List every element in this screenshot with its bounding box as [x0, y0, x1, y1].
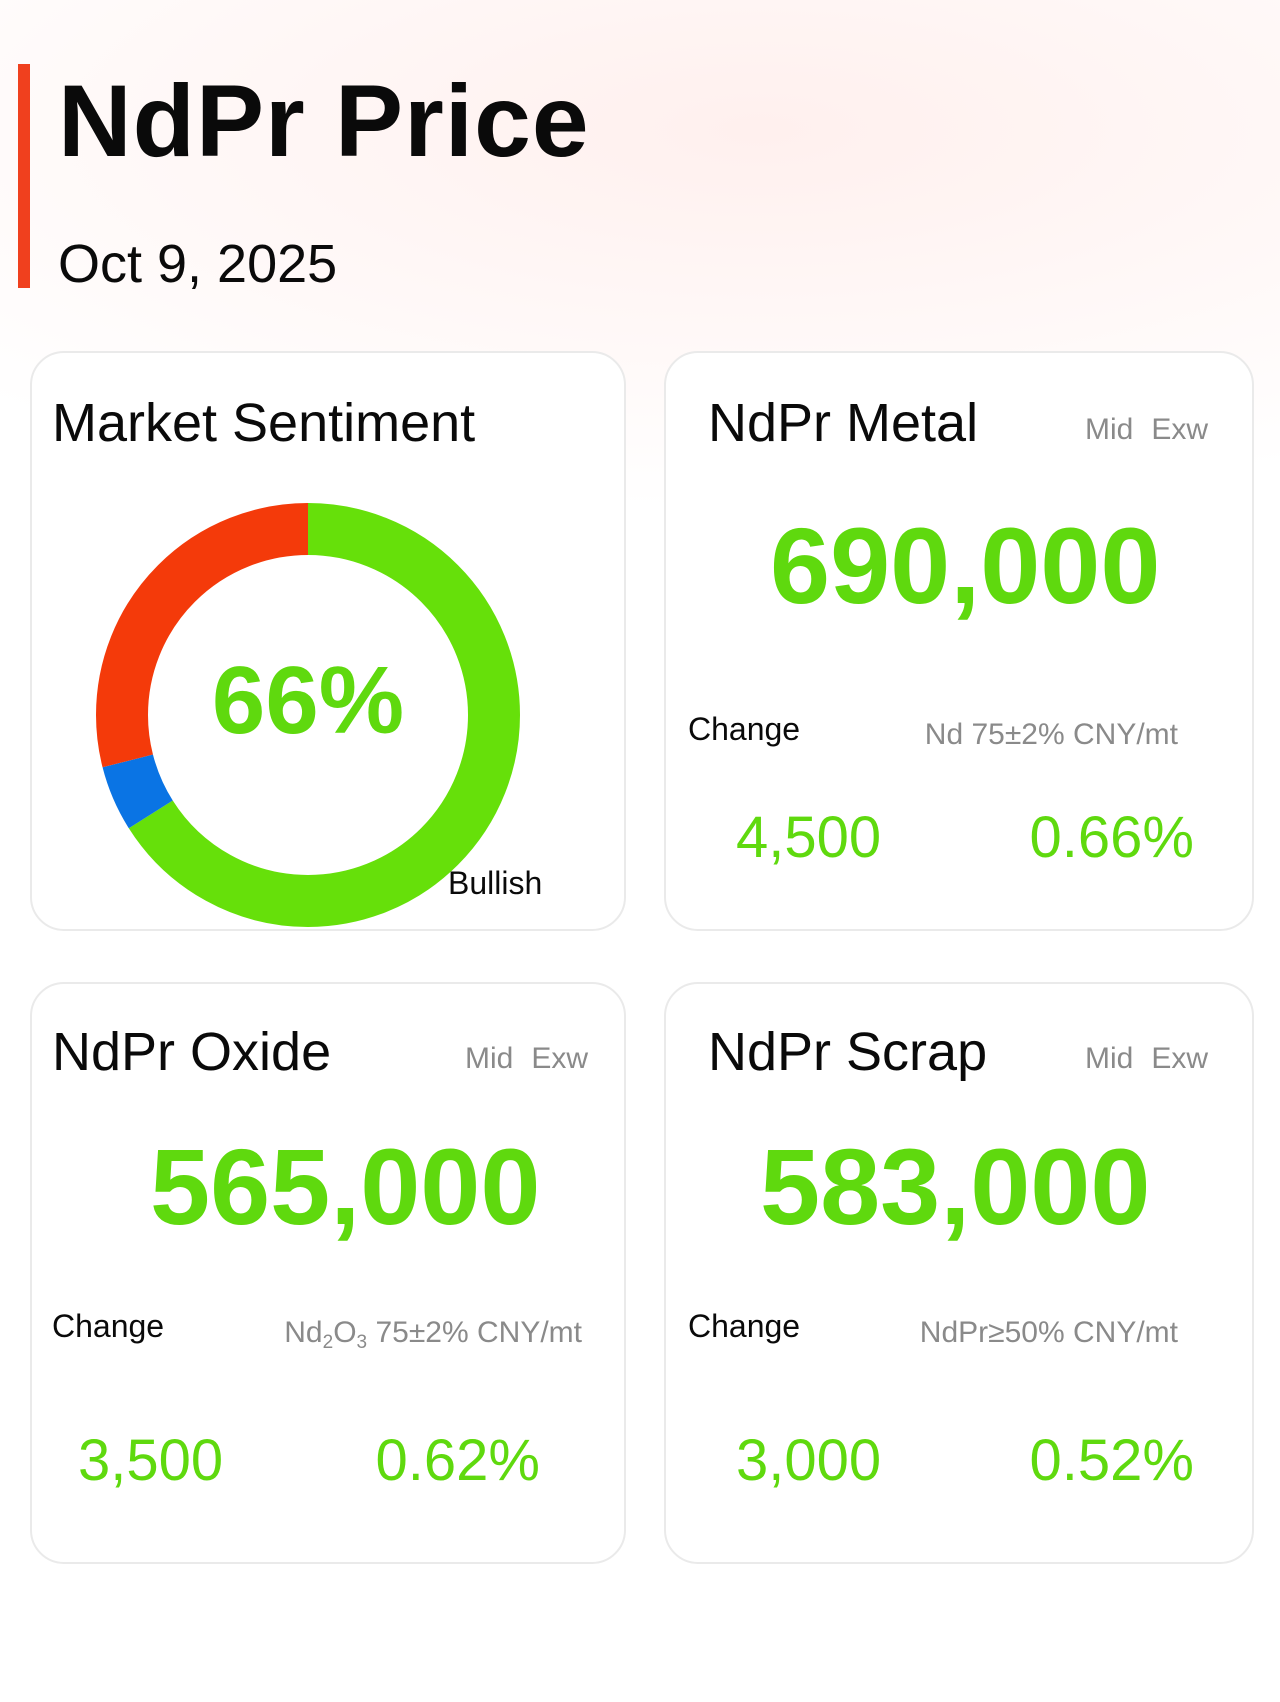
metal-mid-label: Mid	[1084, 413, 1134, 446]
oxide-change-pct: 0.62%	[375, 1428, 540, 1493]
ndpr-oxide-card: NdPr Oxide Mid Exw 565,000 Change Nd2O3 …	[30, 982, 626, 1564]
scrap-exw-label: Exw	[1151, 1042, 1208, 1075]
metal-title: NdPr Metal	[708, 393, 979, 453]
sentiment-percent: 66%	[211, 647, 405, 754]
sentiment-title: Market Sentiment	[52, 393, 476, 453]
metal-price: 690,000	[770, 505, 1161, 626]
oxide-spec-sub-2: 2	[322, 1332, 334, 1353]
oxide-spec-rest: 75±2% CNY/mt	[367, 1316, 582, 1349]
oxide-spec: Nd2O3 75±2% CNY/mt	[284, 1316, 582, 1354]
page-title: NdPr Price	[58, 64, 590, 178]
oxide-spec-o: O	[333, 1316, 357, 1349]
sentiment-bullish-label: Bullish	[448, 865, 543, 901]
oxide-change-abs: 3,500	[78, 1428, 224, 1493]
oxide-exw-label: Exw	[531, 1042, 588, 1075]
ndpr-metal-card: NdPr Metal Mid Exw 690,000 Change Nd 75±…	[664, 351, 1254, 931]
scrap-price: 583,000	[760, 1126, 1151, 1247]
metal-price-basis: Mid Exw	[1085, 413, 1208, 447]
oxide-title: NdPr Oxide	[52, 1022, 332, 1082]
metal-change-pct: 0.66%	[1029, 805, 1194, 870]
metal-change-abs: 4,500	[736, 805, 882, 870]
oxide-change-label: Change	[52, 1308, 165, 1344]
metal-change-label: Change	[688, 711, 801, 747]
oxide-spec-nd: Nd	[284, 1316, 323, 1349]
metal-exw-label: Exw	[1151, 413, 1208, 446]
sentiment-donut-chart	[96, 503, 520, 927]
scrap-change-abs: 3,000	[736, 1428, 882, 1493]
oxide-spec-sub-3: 3	[356, 1332, 368, 1353]
ndpr-scrap-card: NdPr Scrap Mid Exw 583,000 Change NdPr≥5…	[664, 982, 1254, 1564]
page-date: Oct 9, 2025	[58, 234, 338, 294]
scrap-mid-label: Mid	[1084, 1042, 1134, 1075]
scrap-change-label: Change	[688, 1308, 801, 1344]
scrap-change-pct: 0.52%	[1029, 1428, 1194, 1493]
scrap-title: NdPr Scrap	[708, 1022, 988, 1082]
oxide-mid-label: Mid	[464, 1042, 514, 1075]
oxide-price-basis: Mid Exw	[465, 1042, 588, 1076]
metal-spec: Nd 75±2% CNY/mt	[924, 718, 1178, 751]
market-sentiment-card: Market Sentiment 66% Bullish	[30, 351, 626, 931]
title-accent-bar	[18, 64, 30, 288]
donut-segment-bearish	[96, 503, 520, 927]
scrap-spec: NdPr≥50% CNY/mt	[919, 1316, 1178, 1349]
scrap-price-basis: Mid Exw	[1085, 1042, 1208, 1076]
oxide-price: 565,000	[150, 1126, 541, 1247]
